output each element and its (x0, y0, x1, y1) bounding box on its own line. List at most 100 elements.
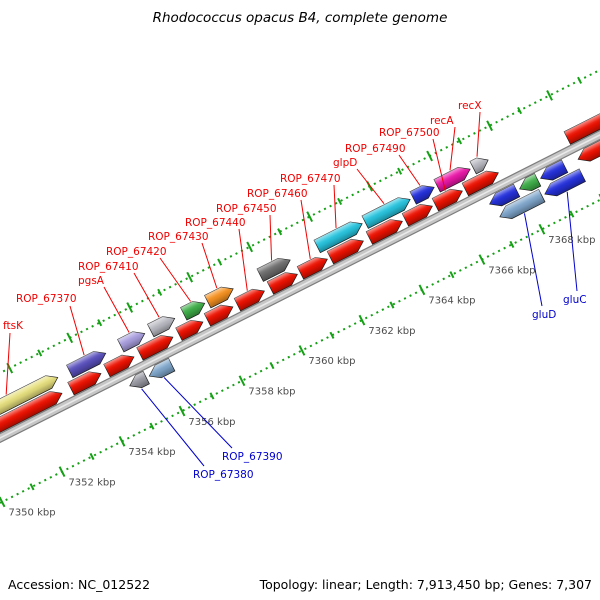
kbp-tick (306, 211, 314, 222)
kbp-tick (546, 90, 553, 101)
gene-label-ROP_67430: ROP_67430 (148, 231, 209, 243)
gene-label-leader (300, 199, 311, 259)
kbp-tick (329, 331, 335, 339)
gene-label-leader (159, 257, 192, 302)
gene-label-leader (333, 184, 337, 228)
kbp-tick (269, 362, 275, 370)
kbp-tick (217, 258, 223, 266)
kbp-tick (538, 223, 546, 235)
kbp-tick (389, 301, 395, 309)
accession-label: Accession: NC_012522 (8, 577, 151, 592)
axis-tick-label: 7352 kbp (68, 477, 115, 488)
genome-stats-label: Topology: linear; Length: 7,913,450 bp; … (259, 577, 592, 592)
gene-label-glpD: glpD (333, 157, 357, 169)
axis-tick-label: 7366 kbp (488, 265, 535, 276)
kbp-tick (298, 345, 306, 356)
gene-label-ROP_67410: ROP_67410 (78, 261, 139, 273)
gene-label-pgsA: pgsA (78, 275, 105, 287)
page-title: Rhodococcus opacus B4, complete genome (152, 10, 448, 26)
kbp-tick (358, 314, 366, 326)
gene-label-ROP_67440: ROP_67440 (185, 217, 246, 229)
gene-label-ROP_67420: ROP_67420 (106, 246, 167, 258)
footer-bar: Accession: NC_012522 Topology: linear; L… (0, 577, 600, 592)
gene-arrow-ROP_67430[interactable] (204, 283, 237, 309)
axis-tick-label: 7358 kbp (248, 386, 295, 397)
gene-label-ftsK: ftsK (3, 320, 24, 332)
kbp-tick (486, 120, 493, 132)
kbp-tick (457, 137, 463, 145)
gene-label-leader (356, 168, 385, 204)
gene-label-leader (398, 154, 421, 186)
gene-label-ROP_67460: ROP_67460 (247, 188, 308, 200)
kbp-tick (29, 483, 35, 491)
gene-label-ROP_67470: ROP_67470 (280, 173, 341, 185)
gene-label-leader (566, 191, 578, 292)
gene-label-leader (103, 286, 130, 333)
gene-arrow-ROP_67410[interactable] (147, 312, 178, 338)
kbp-tick (449, 271, 455, 279)
gene-label-leader (269, 214, 273, 261)
backbone-center-line (0, 112, 600, 475)
gene-arrow-ROP_67420[interactable] (180, 297, 208, 321)
gene-label-gluD: gluD (532, 309, 556, 321)
gene-label-leader (5, 332, 11, 395)
gene-label-leader (238, 228, 248, 291)
gene-label-leader (432, 138, 446, 191)
gene-label-recA: recA (430, 115, 454, 127)
kbp-tick (209, 392, 215, 400)
gene-label-leader (133, 272, 160, 318)
gene-label-leader (523, 213, 543, 307)
kbp-tick (509, 240, 515, 248)
kbp-tick (577, 76, 583, 84)
kbp-tick (149, 422, 155, 430)
ruler-dots-upper (0, 65, 600, 426)
gene-label-ROP_67450: ROP_67450 (216, 203, 277, 215)
axis-tick-label: 7350 kbp (8, 508, 55, 519)
kbp-tick (277, 228, 283, 236)
kbp-tick (337, 197, 343, 206)
kbp-tick (478, 254, 486, 265)
axis-tick-label: 7362 kbp (368, 326, 415, 337)
gene-label-leader (449, 126, 456, 171)
kbp-tick (89, 452, 95, 461)
axis-tick-label: 7364 kbp (428, 296, 475, 307)
genome-track (0, 65, 600, 529)
gene-label-gluC: gluC (563, 294, 587, 306)
kbp-tick (418, 284, 426, 296)
kbp-tick (157, 288, 163, 296)
kbp-tick (66, 332, 74, 344)
kbp-tick (178, 405, 186, 417)
gene-label-leader (201, 242, 218, 289)
gene-label-ROP_67370: ROP_67370 (16, 293, 77, 305)
gene-label-ROP_67390: ROP_67390 (222, 451, 283, 463)
kbp-tick (118, 435, 126, 447)
kbp-tick (246, 241, 254, 253)
gene-label-leader (163, 377, 233, 449)
gene-label-leader (69, 305, 85, 356)
axis-tick-label: 7360 kbp (308, 356, 355, 367)
kbp-tick (58, 466, 66, 478)
gene-label-leader (476, 111, 481, 157)
kbp-tick (97, 319, 103, 327)
axis-tick-label: 7356 kbp (188, 417, 235, 428)
axis-tick-label: 7354 kbp (128, 447, 175, 458)
kbp-tick (186, 271, 194, 283)
kbp-tick (37, 349, 43, 357)
kbp-tick (238, 375, 246, 387)
ruler-dots-lower (0, 168, 600, 529)
genome-backbone (0, 108, 600, 479)
gene-label-ROP_67490: ROP_67490 (345, 143, 406, 155)
kbp-tick (569, 210, 575, 218)
gene-arrow-recX[interactable] (469, 154, 491, 175)
gene-label-recX: recX (458, 100, 482, 112)
kbp-tick (397, 167, 403, 175)
kbp-tick (426, 150, 433, 162)
kbp-tick (0, 496, 6, 508)
kbp-tick (126, 302, 134, 313)
label-layer: 7350 kbp 7352 kbp 7354 kbp 7356 kbp 7358 kbp… (3, 100, 595, 519)
gene-label-ROP_67500: ROP_67500 (379, 127, 440, 139)
gene-label-ROP_67380: ROP_67380 (193, 469, 254, 481)
kbp-tick (517, 106, 523, 115)
